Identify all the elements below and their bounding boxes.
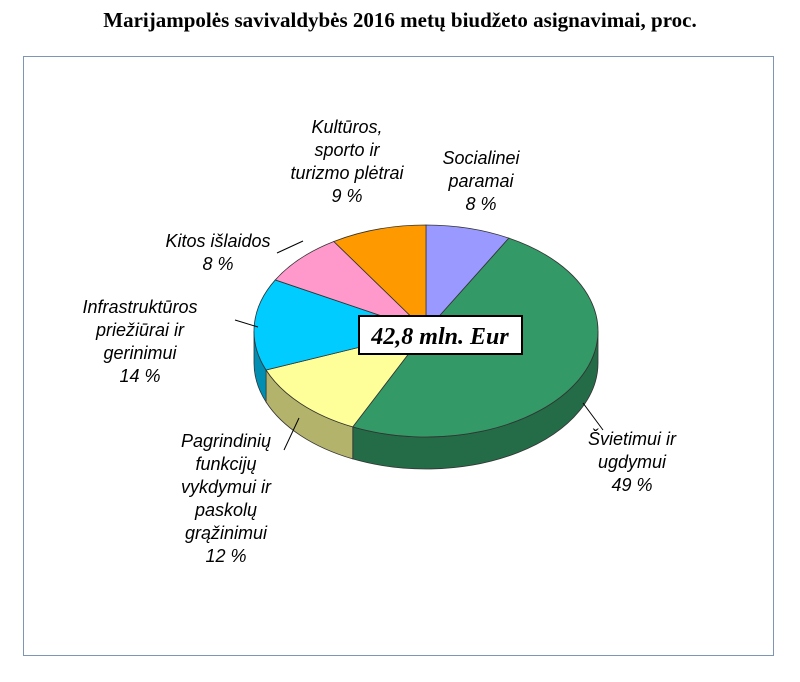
chart-frame <box>23 56 774 656</box>
slice-name-line: Socialinei <box>442 148 520 168</box>
total-label-box: 42,8 mln. Eur <box>358 315 523 355</box>
slice-label-0: Socialinei paramai 8 % <box>442 148 520 214</box>
slice-name-line: vykdymui ir <box>181 477 272 497</box>
slice-value-1: 49 % <box>611 475 652 495</box>
slice-name-line: turizmo plėtrai <box>290 163 404 183</box>
slice-value-3: 14 % <box>119 366 160 386</box>
slice-value-0: 8 % <box>465 194 496 214</box>
slice-name-line: priežiūrai ir <box>95 320 185 340</box>
slice-label-4: Kitos išlaidos 8 % <box>165 231 270 274</box>
slice-label-1: Švietimui ir ugdymui 49 % <box>588 428 677 495</box>
slice-label-5: Kultūros, sporto ir turizmo plėtrai 9 % <box>290 117 404 206</box>
slice-name-line: funkcijų <box>195 454 256 474</box>
slice-value-2: 12 % <box>205 546 246 566</box>
slice-name-line: gerinimui <box>103 343 177 363</box>
leader-line-4 <box>276 240 304 254</box>
slice-name-line: Kultūros, <box>311 117 382 137</box>
chart-title: Marijampolės savivaldybės 2016 metų biud… <box>103 8 697 32</box>
slice-labels: Socialinei paramai 8 % Švietimui ir ugdymui 4… <box>82 117 677 566</box>
slice-label-2: Pagrindinių funkcijų vykdymui ir paskolų grą… <box>181 431 272 566</box>
slice-name-line: ugdymui <box>598 452 667 472</box>
pie-slice-5 <box>333 224 427 332</box>
slice-name-line: paramai <box>447 171 514 191</box>
label-leaders <box>234 240 604 451</box>
pie-slice-3 <box>253 279 428 371</box>
slice-label-3: Infrastruktūros priežiūrai ir gerinimui 14 … <box>82 297 197 386</box>
leader-line-3 <box>234 319 259 328</box>
leader-line-2 <box>283 417 300 451</box>
slice-value-4: 8 % <box>202 254 233 274</box>
slice-name-line: paskolų <box>194 500 257 520</box>
slice-name-line: sporto ir <box>314 140 380 160</box>
slice-name-line: Švietimui ir <box>588 428 677 449</box>
slice-value-5: 9 % <box>331 186 362 206</box>
slice-name-line: Kitos išlaidos <box>165 231 270 251</box>
slice-name-line: Infrastruktūros <box>82 297 197 317</box>
slice-name-line: Pagrindinių <box>181 431 271 451</box>
leader-line-1 <box>582 402 604 431</box>
total-label: 42,8 mln. Eur <box>370 324 509 350</box>
slice-name-line: grąžinimui <box>185 523 268 543</box>
